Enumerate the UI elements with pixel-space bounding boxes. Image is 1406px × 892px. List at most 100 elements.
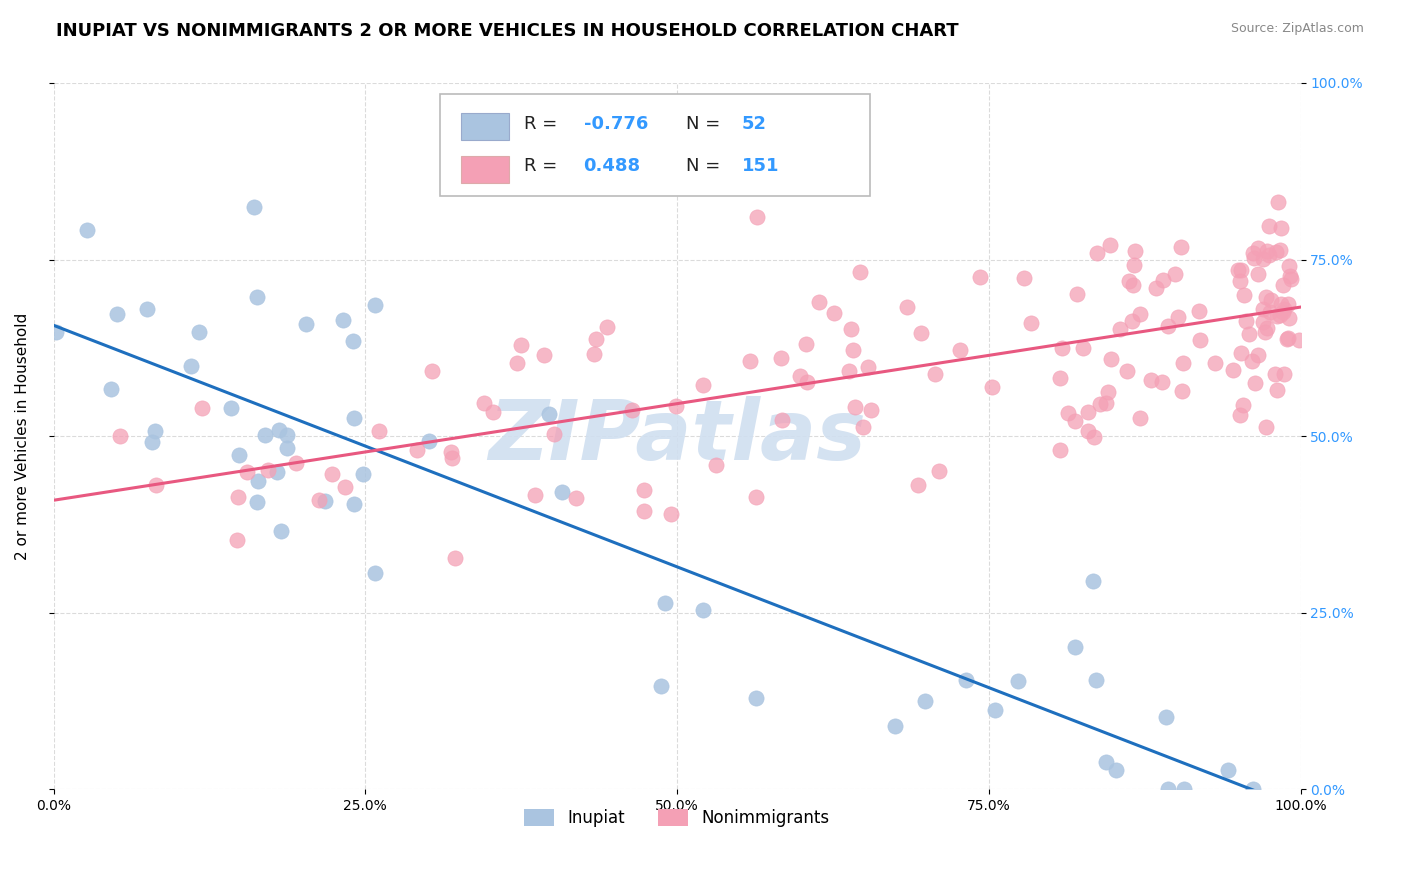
Point bbox=[276, 441, 298, 455]
Point bbox=[1084, 673, 1107, 687]
Point bbox=[524, 488, 547, 502]
Point bbox=[949, 343, 972, 358]
Point bbox=[1077, 424, 1099, 438]
Point bbox=[1171, 356, 1194, 370]
Point bbox=[704, 458, 727, 472]
Point bbox=[1097, 384, 1119, 399]
Point bbox=[228, 448, 250, 462]
Point bbox=[1129, 411, 1152, 425]
Point bbox=[543, 426, 565, 441]
Text: -0.776: -0.776 bbox=[583, 115, 648, 133]
Point bbox=[1007, 674, 1029, 689]
Point bbox=[420, 364, 443, 378]
Point bbox=[45, 325, 67, 339]
Point bbox=[1254, 325, 1277, 339]
Point bbox=[342, 334, 364, 348]
Point bbox=[246, 290, 269, 304]
Point bbox=[1251, 315, 1274, 329]
FancyBboxPatch shape bbox=[461, 113, 509, 140]
Point bbox=[1256, 244, 1278, 258]
Point bbox=[849, 265, 872, 279]
Point bbox=[1152, 273, 1174, 287]
Point bbox=[1270, 244, 1292, 258]
Point bbox=[1264, 368, 1286, 382]
Point bbox=[1229, 408, 1251, 422]
Point bbox=[842, 343, 865, 358]
Point bbox=[1173, 782, 1195, 797]
Point bbox=[770, 413, 793, 427]
Point bbox=[665, 399, 688, 413]
Point bbox=[1064, 414, 1087, 428]
Point bbox=[770, 351, 793, 365]
Point bbox=[1204, 356, 1226, 370]
Point bbox=[838, 364, 860, 378]
Point bbox=[332, 313, 354, 327]
Y-axis label: 2 or more Vehicles in Household: 2 or more Vehicles in Household bbox=[15, 312, 30, 559]
Point bbox=[276, 428, 298, 442]
Point bbox=[1247, 267, 1270, 281]
Point bbox=[884, 719, 907, 733]
Point bbox=[1095, 396, 1118, 410]
Point bbox=[1251, 301, 1274, 316]
Point bbox=[1241, 245, 1264, 260]
Point bbox=[440, 450, 463, 465]
Point bbox=[745, 210, 768, 224]
Point bbox=[418, 434, 440, 448]
Point bbox=[1050, 341, 1073, 355]
Point bbox=[654, 596, 676, 610]
Point bbox=[285, 456, 308, 470]
Point bbox=[1121, 278, 1143, 293]
Point bbox=[1234, 314, 1257, 328]
Point bbox=[1272, 304, 1295, 318]
Point bbox=[1279, 268, 1302, 283]
Point bbox=[269, 423, 291, 437]
Point bbox=[333, 480, 356, 494]
Point bbox=[1012, 270, 1035, 285]
Point bbox=[1237, 327, 1260, 342]
Point bbox=[823, 306, 845, 320]
Point bbox=[807, 295, 830, 310]
Point bbox=[219, 401, 242, 415]
Point bbox=[482, 405, 505, 419]
Legend: Inupiat, Nonimmigrants: Inupiat, Nonimmigrants bbox=[517, 803, 837, 834]
Point bbox=[472, 396, 495, 410]
Point bbox=[633, 483, 655, 497]
Point bbox=[1274, 302, 1296, 317]
Point bbox=[564, 491, 586, 505]
Point bbox=[839, 322, 862, 336]
Point bbox=[1232, 398, 1254, 412]
Point bbox=[1064, 640, 1087, 654]
Point bbox=[315, 494, 337, 508]
Point bbox=[1258, 304, 1281, 318]
Point bbox=[583, 347, 606, 361]
Text: Source: ZipAtlas.com: Source: ZipAtlas.com bbox=[1230, 22, 1364, 36]
Point bbox=[1081, 574, 1104, 588]
Point bbox=[924, 367, 946, 381]
Point bbox=[1071, 341, 1094, 355]
Text: N =: N = bbox=[686, 157, 720, 175]
Point bbox=[1152, 375, 1174, 389]
Point bbox=[1083, 430, 1105, 444]
Point bbox=[363, 298, 385, 312]
Point bbox=[1129, 307, 1152, 321]
Text: INUPIAT VS NONIMMIGRANTS 2 OR MORE VEHICLES IN HOUSEHOLD CORRELATION CHART: INUPIAT VS NONIMMIGRANTS 2 OR MORE VEHIC… bbox=[56, 22, 959, 40]
Point bbox=[353, 467, 375, 481]
Point bbox=[1271, 278, 1294, 293]
Point bbox=[1167, 310, 1189, 325]
FancyBboxPatch shape bbox=[461, 156, 509, 183]
Point bbox=[955, 673, 977, 688]
Point bbox=[1251, 252, 1274, 267]
Point bbox=[1121, 314, 1143, 328]
Text: 0.488: 0.488 bbox=[583, 157, 641, 175]
Point bbox=[1258, 219, 1281, 233]
Point bbox=[1019, 316, 1042, 330]
Point bbox=[1216, 764, 1239, 778]
Point bbox=[928, 464, 950, 478]
Point bbox=[506, 355, 529, 369]
FancyBboxPatch shape bbox=[440, 94, 870, 196]
Point bbox=[270, 524, 292, 539]
Point bbox=[1094, 755, 1116, 769]
Point bbox=[308, 492, 330, 507]
Point bbox=[745, 490, 768, 504]
Point bbox=[692, 377, 714, 392]
